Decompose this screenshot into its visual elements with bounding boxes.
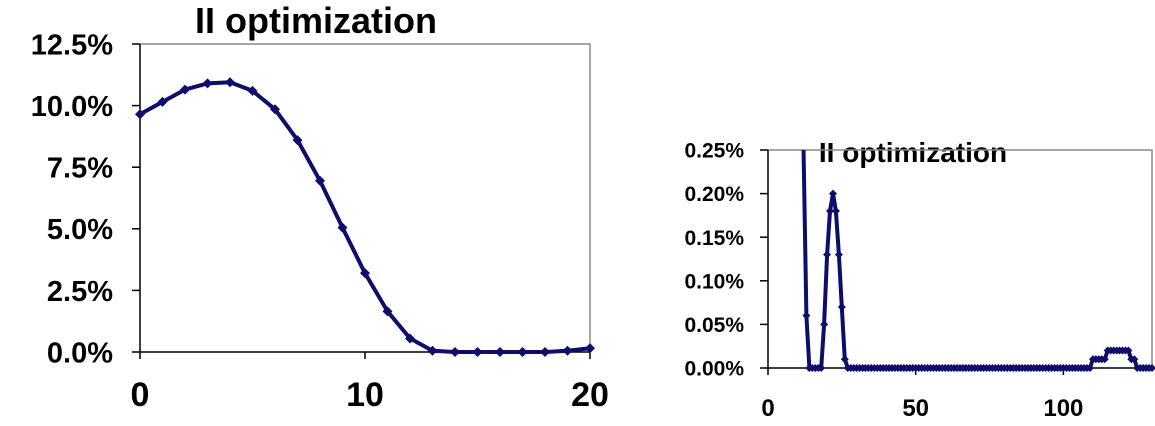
right-data-point <box>823 250 832 259</box>
left-data-point <box>270 104 280 115</box>
right-data-point <box>1124 346 1133 355</box>
right-y-tick-label: 0.20% <box>684 183 744 206</box>
left-data-point <box>157 96 168 107</box>
right-y-tick-label: 0.10% <box>684 270 744 293</box>
right-data-point <box>802 311 811 320</box>
right-y-tick-label: 0.15% <box>684 227 744 250</box>
right-y-tick-label: 0.25% <box>684 140 744 163</box>
right-data-point <box>1148 364 1155 372</box>
chart-left: II optimization 0.0% 2.5% 5.0% 7.5% 10.0% 12.… <box>31 0 609 414</box>
left-data-point <box>225 77 235 88</box>
right-data-point <box>1130 355 1139 364</box>
right-data-point <box>817 364 826 372</box>
right-y-tick-label: 0.05% <box>684 314 744 337</box>
left-data-point <box>382 306 393 317</box>
chart-left-title: II optimization <box>195 0 437 41</box>
chart-right-title: II optimization <box>819 137 1007 168</box>
left-data-point <box>202 78 213 89</box>
left-data-point <box>562 345 573 356</box>
left-y-tick-label: 0.0% <box>47 337 113 369</box>
left-data-point <box>337 222 348 233</box>
right-data-point <box>831 207 840 216</box>
right-data-point <box>837 302 846 311</box>
right-data-point <box>828 189 837 198</box>
left-data-point <box>495 347 505 357</box>
right-x-tick-label: 50 <box>902 395 929 422</box>
left-plot-border <box>140 43 591 352</box>
left-y-tick-label: 7.5% <box>47 153 113 185</box>
right-data-point <box>799 137 807 145</box>
left-y-tick-label: 12.5% <box>31 29 113 61</box>
left-x-tick-label: 0 <box>131 376 150 414</box>
right-plot-border <box>768 149 1153 368</box>
left-data-point <box>315 175 325 186</box>
right-data-point <box>1085 364 1094 372</box>
left-data-point <box>450 347 460 357</box>
left-data-point <box>405 333 415 344</box>
left-series-line <box>139 80 591 354</box>
right-data-point <box>826 207 835 216</box>
left-y-tick-label: 10.0% <box>31 91 113 123</box>
left-data-point <box>292 135 303 146</box>
left-data-point <box>135 109 145 120</box>
left-data-point <box>540 347 550 357</box>
right-data-point <box>1100 355 1109 364</box>
left-x-tick-label: 20 <box>571 376 609 414</box>
left-data-point <box>360 268 370 279</box>
left-data-point <box>427 345 438 356</box>
left-data-point <box>517 347 528 357</box>
right-x-tick-label: 100 <box>1043 395 1083 422</box>
left-x-tick-label: 10 <box>346 376 384 414</box>
chart-right: II optimization 0.00% 0.05% 0.10% 0.15% 0.20… <box>684 137 1155 422</box>
right-data-point <box>834 250 843 259</box>
right-series-line <box>801 150 1152 370</box>
left-data-point <box>472 347 483 357</box>
left-data-point <box>585 343 595 354</box>
right-data-point <box>840 355 849 364</box>
left-y-tick-label: 2.5% <box>47 276 113 308</box>
left-data-point <box>247 85 258 96</box>
right-y-tick-label: 0.00% <box>684 358 744 381</box>
left-data-point <box>180 84 190 95</box>
left-y-tick-label: 5.0% <box>47 214 113 246</box>
right-x-tick-label: 0 <box>761 395 774 422</box>
right-data-point <box>820 320 829 329</box>
